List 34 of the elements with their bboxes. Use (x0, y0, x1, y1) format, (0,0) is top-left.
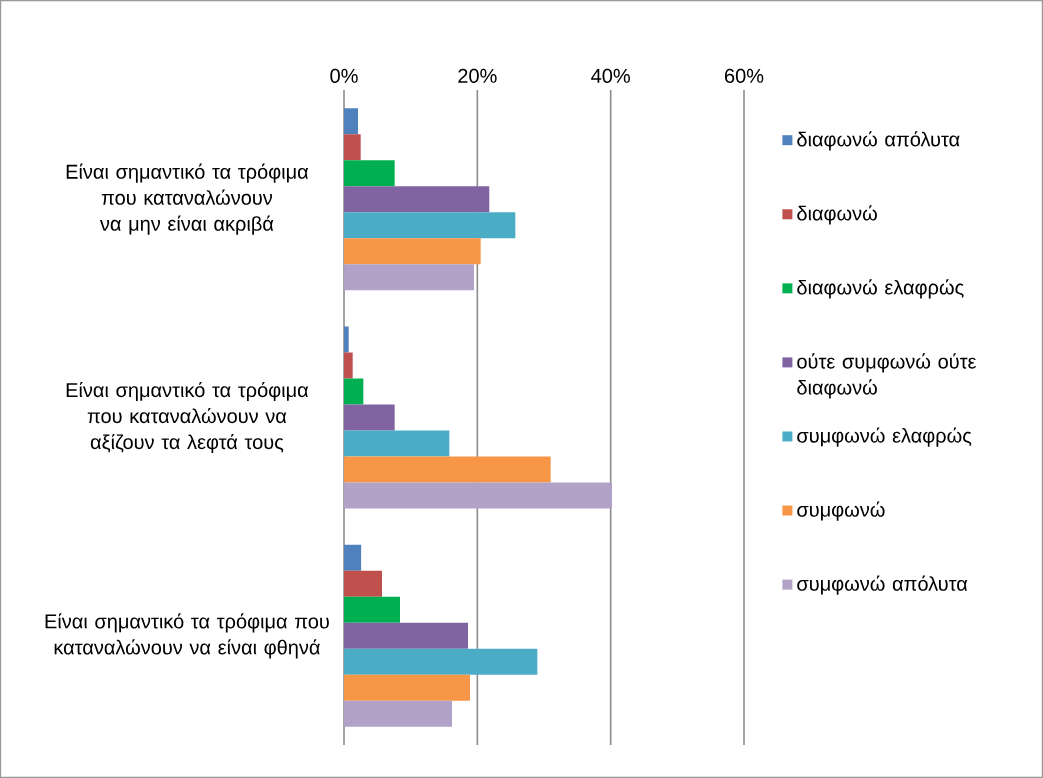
legend-label: ούτε συμφωνώ ούτε διαφωνώ (797, 353, 977, 399)
bar (344, 378, 364, 405)
bar (344, 482, 612, 509)
bar (344, 134, 361, 161)
bar (344, 700, 452, 727)
bar (344, 238, 481, 265)
x-tick-label: 0% (330, 68, 358, 83)
x-tick-label: 40% (591, 68, 630, 83)
bar (344, 212, 516, 239)
legend-label: διαφωνώ ελαφρώς (797, 279, 964, 299)
bar (344, 570, 382, 597)
bar (344, 674, 470, 701)
legend-label: συμφωνώ ελαφρώς (797, 427, 972, 447)
x-tick-label: 20% (458, 68, 497, 83)
bar (344, 544, 362, 571)
bar (344, 596, 400, 623)
y-tick-label: Είναι σημαντικό τα τρόφιμα που καταναλώνουν να αξίζουν τα λεφτά τους (66, 381, 309, 454)
legend-label: διαφωνώ απόλυτα (797, 131, 960, 151)
y-tick-label: Είναι σημαντικό τα τρόφιμα που καταναλώνουν να μην είναι ακριβά (66, 163, 309, 235)
bar (344, 622, 468, 649)
bar (344, 108, 358, 135)
bar (344, 264, 474, 291)
bar (344, 186, 490, 213)
bar (344, 160, 395, 187)
bar (344, 456, 551, 483)
bar (344, 404, 395, 431)
bar (344, 430, 450, 457)
y-tick-label: Είναι σημαντικό τα τρόφιμα που καταναλώνουν να είναι φθηνά (45, 613, 329, 659)
legend-label: διαφωνώ (797, 205, 877, 225)
legend-label: συμφωνώ απόλυτα (797, 575, 968, 595)
x-tick-label: 60% (724, 68, 764, 83)
bar (344, 352, 353, 379)
legend-label: συμφωνώ (797, 501, 885, 521)
bar (344, 648, 538, 675)
